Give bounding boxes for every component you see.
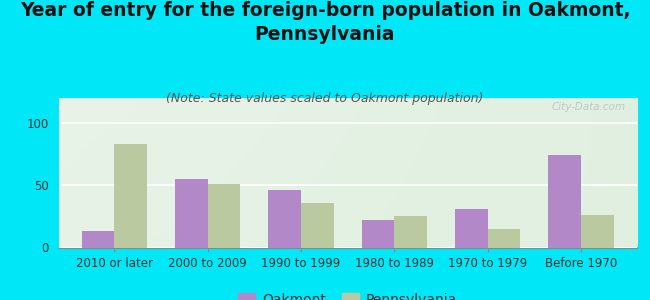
Bar	[208, 184, 240, 248]
Text: (Note: State values scaled to Oakmont population): (Note: State values scaled to Oakmont po…	[166, 92, 484, 104]
Bar	[395, 216, 427, 247]
Bar	[362, 220, 395, 248]
Legend: Oakmont, Pennsylvania: Oakmont, Pennsylvania	[233, 287, 463, 300]
Bar	[114, 144, 147, 248]
Bar	[455, 209, 488, 248]
Bar	[175, 179, 208, 247]
Bar	[301, 202, 333, 247]
Bar	[268, 190, 301, 248]
Text: City-Data.com: City-Data.com	[551, 102, 625, 112]
Text: Year of entry for the foreign-born population in Oakmont,
Pennsylvania: Year of entry for the foreign-born popul…	[20, 2, 630, 44]
Bar	[488, 229, 521, 247]
Bar	[82, 231, 114, 248]
Bar	[581, 215, 614, 248]
Bar	[549, 155, 581, 247]
